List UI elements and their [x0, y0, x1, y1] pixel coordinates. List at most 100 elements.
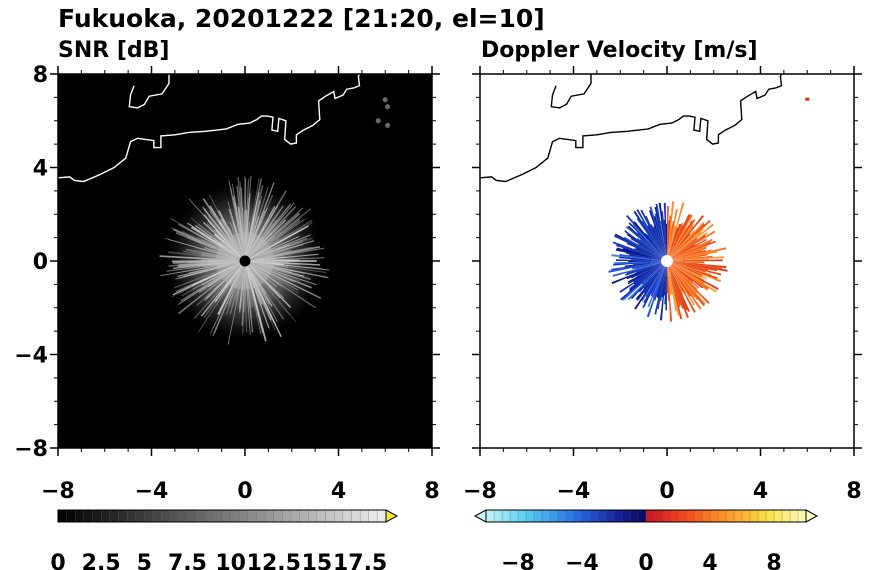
doppler-colorbar-cell [485, 509, 495, 523]
doppler-colorbar-extend-max [805, 509, 819, 523]
snr-echo-ray [187, 236, 246, 262]
doppler-colorbar-cell [789, 509, 799, 523]
doppler-echo-ray [667, 261, 693, 282]
doppler-echo-ray [667, 244, 700, 261]
snr-echo-ray [244, 206, 296, 262]
doppler-echo-ray [667, 261, 696, 313]
doppler-echo-ray [650, 224, 667, 261]
doppler-echo-ray [626, 215, 667, 261]
snr-echo-ray [244, 260, 291, 316]
doppler-echo-ray [667, 261, 693, 285]
doppler-echo-ray [643, 261, 667, 304]
doppler-echo-ray [613, 261, 667, 266]
doppler-colorbar-cell [677, 509, 687, 523]
doppler-echo-ray [635, 261, 667, 270]
doppler-colorbar-cell [525, 509, 535, 523]
doppler-colorbar-cell [517, 509, 527, 523]
doppler-echo-ray [667, 261, 717, 293]
snr-echo-ray [177, 260, 246, 305]
doppler-colorbar-cell [781, 509, 791, 523]
snr-colorbar-cell [161, 509, 171, 523]
snr-colorbar-cell [118, 509, 128, 523]
doppler-echo-ray [667, 222, 684, 261]
doppler-echo-ray [654, 213, 667, 261]
snr-echo-ray [244, 260, 270, 329]
doppler-echo-ray [667, 261, 673, 296]
doppler-echo-ray [642, 261, 667, 309]
doppler-echo-ray [667, 261, 691, 297]
doppler-echo-ray [667, 261, 678, 312]
doppler-echo-ray [667, 261, 695, 306]
snr-echo-ray [197, 223, 246, 262]
doppler-echo-ray [667, 261, 706, 305]
doppler-echo-ray [630, 261, 667, 300]
doppler-echo-ray [667, 225, 694, 261]
snr-colorbar-tick-label: 15 [302, 551, 333, 570]
snr-echo-ray [168, 251, 246, 262]
doppler-colorbar-cell [501, 509, 511, 523]
doppler-echo-ray [649, 206, 667, 261]
doppler-echo-ray [638, 243, 667, 261]
doppler-echo-ray [665, 223, 668, 261]
snr-colorbar-cell [221, 509, 232, 523]
doppler-colorbar-cell [597, 509, 607, 523]
doppler-echo-ray [667, 238, 698, 261]
snr-echo-ray [168, 260, 246, 267]
doppler-echo-ray [667, 261, 706, 307]
snr-colorbar-cell [57, 509, 68, 523]
snr-colorbar-tick-label: 12.5 [247, 551, 301, 570]
doppler-x-tick-label: 4 [753, 479, 768, 504]
doppler-echo-ray [667, 247, 707, 261]
snr-colorbar-cell [273, 509, 283, 523]
doppler-echo-ray [667, 256, 702, 261]
snr-y-tick-label: 4 [33, 157, 48, 182]
doppler-colorbar-cell [741, 509, 751, 523]
doppler-colorbar-cell [749, 509, 759, 523]
doppler-echo-ray [636, 261, 667, 301]
doppler-echo-ray [667, 261, 690, 312]
snr-echo-ray [159, 255, 246, 262]
snr-colorbar-cell [359, 509, 370, 523]
doppler-echo-ray [652, 227, 667, 261]
doppler-colorbar-frame [485, 509, 807, 523]
snr-echo-ray [202, 221, 246, 262]
doppler-panel: Doppler Velocity [m/s] −8 −4 0 4 8 [463, 38, 862, 504]
snr-echo-ray [203, 214, 246, 262]
doppler-echo-ray [636, 261, 667, 277]
doppler-colorbar-cell [573, 509, 583, 523]
snr-coastline [58, 74, 361, 183]
doppler-colorbar-cell [565, 509, 575, 523]
snr-echo-ray [244, 195, 263, 262]
snr-echo-ray [185, 248, 246, 262]
snr-colorbar-cell [187, 509, 197, 523]
doppler-echo-ray [626, 261, 667, 275]
snr-echo-ray [244, 260, 253, 319]
snr-echo-ray [244, 209, 248, 262]
doppler-echo-ray [641, 261, 667, 285]
snr-echo-ray [244, 260, 284, 266]
snr-echo-ray [244, 260, 247, 333]
snr-echo-ray [244, 245, 320, 262]
doppler-echo-ray [667, 261, 702, 278]
snr-echo-ray [231, 183, 246, 262]
snr-colorbar-cell [83, 509, 94, 523]
snr-colorbar-cell [135, 509, 145, 523]
doppler-echo-ray [667, 249, 703, 261]
doppler-echo-ray [630, 237, 667, 261]
snr-panel: SNR [dB] −8 −4 0 4 8 8 4 0 −4 −8 [14, 38, 440, 504]
snr-y-tick-label: −4 [14, 344, 48, 369]
doppler-echo-ray [640, 209, 667, 261]
doppler-echo-ray [626, 242, 667, 261]
doppler-echo-ray [636, 209, 667, 261]
doppler-echo-ray [667, 261, 688, 311]
doppler-colorbar-cell [637, 509, 647, 523]
snr-colorbar-tick-label: 7.5 [168, 551, 207, 570]
doppler-echo-ray [614, 233, 667, 261]
snr-colorbar-cell [377, 509, 387, 523]
doppler-echo-ray [630, 261, 667, 279]
snr-colorbar-cell [66, 509, 76, 523]
snr-echo-ray [167, 238, 246, 262]
doppler-colorbar-cell [709, 509, 719, 523]
doppler-echo-ray [641, 261, 667, 302]
